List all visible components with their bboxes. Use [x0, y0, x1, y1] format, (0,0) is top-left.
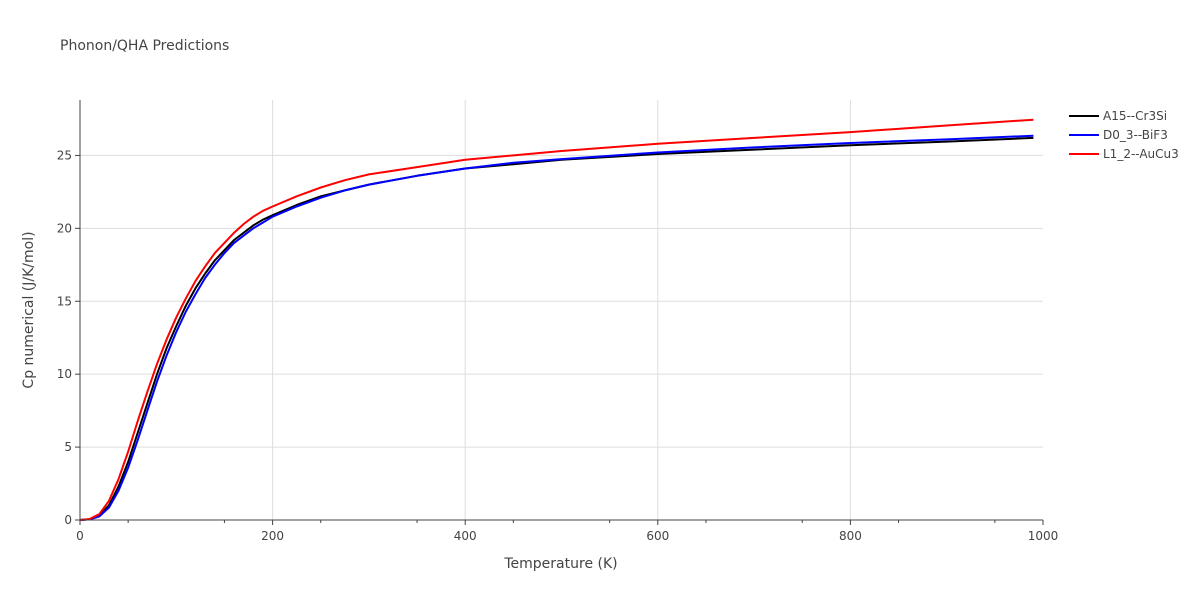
x-tick-label: 0 — [76, 529, 84, 543]
y-tick-label: 15 — [57, 294, 72, 308]
y-tick-label: 10 — [57, 367, 72, 381]
x-tick-label: 400 — [454, 529, 477, 543]
series-line-2 — [79, 134, 1034, 521]
legend[interactable]: A15--Cr3Si D0_3--BiF3 L1_2--AuCu3 — [1069, 109, 1179, 161]
legend-label: L1_2--AuCu3 — [1103, 147, 1179, 161]
x-tick-label: 600 — [646, 529, 669, 543]
x-tick-label: 800 — [839, 529, 862, 543]
x-tick-label: 200 — [261, 529, 284, 543]
series-lines — [79, 118, 1034, 521]
y-tick-label: 20 — [57, 221, 72, 235]
x-axis-label: Temperature (K) — [503, 556, 617, 572]
x-tick-label: 1000 — [1028, 529, 1059, 543]
x-axis-ticks: 0 200 400 600 800 1000 — [76, 520, 1058, 543]
y-tick-label: 25 — [57, 148, 72, 162]
series-line-3 — [79, 118, 1034, 521]
y-tick-label: 5 — [64, 440, 72, 454]
y-axis-ticks: 0 5 10 15 20 25 — [57, 148, 80, 527]
grid — [80, 100, 1043, 520]
series-line-1 — [79, 136, 1034, 521]
legend-label: D0_3--BiF3 — [1103, 128, 1168, 142]
y-axis-label: Cp numerical (J/K/mol) — [21, 231, 37, 388]
legend-label: A15--Cr3Si — [1103, 109, 1167, 123]
chart-title: Phonon/QHA Predictions — [60, 38, 229, 54]
y-tick-label: 0 — [64, 513, 72, 527]
